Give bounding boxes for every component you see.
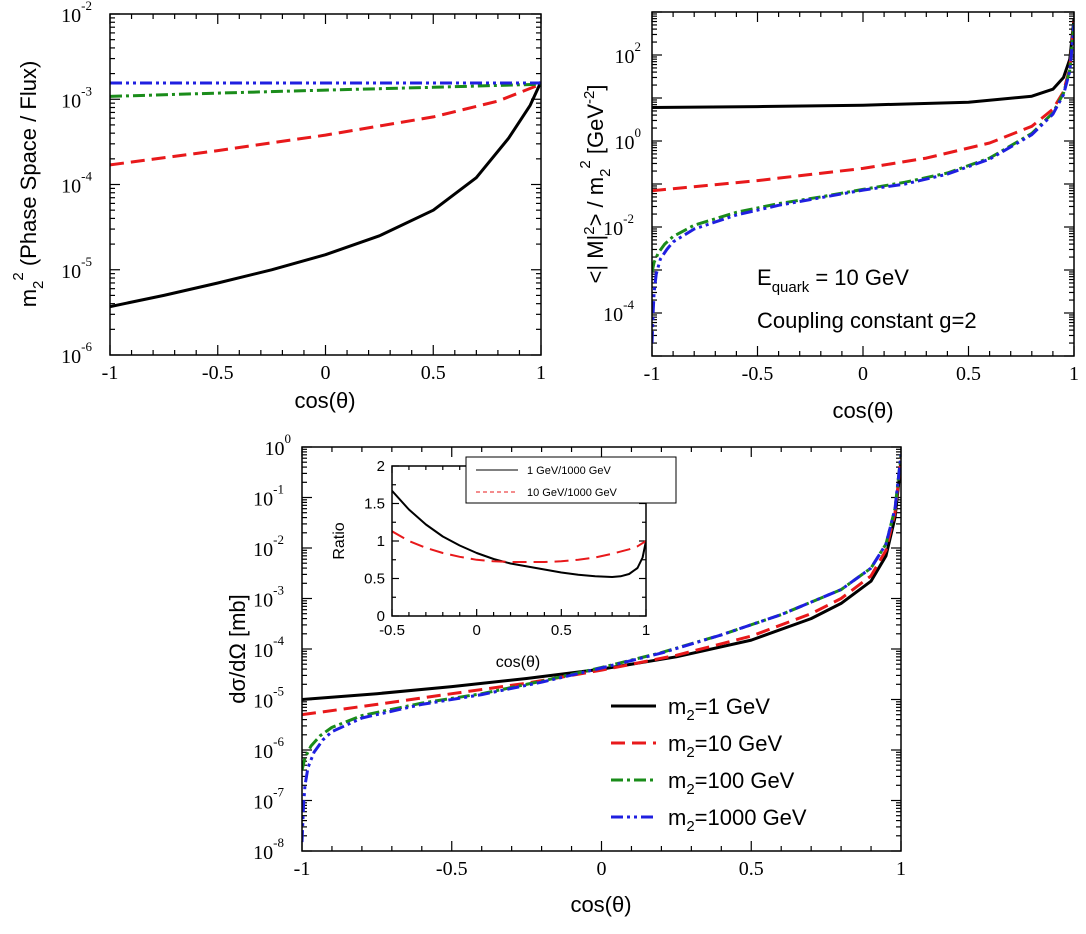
series-m2-1000 xyxy=(302,454,901,843)
panel-ratio-inset: -0.5 0 0.5 100.511.52 cos(θ) Ratio 1 GeV/10… xyxy=(331,456,677,671)
x-tick-label: 0 xyxy=(597,858,607,880)
matrix-element-frame xyxy=(651,11,1075,357)
x-tick-label: 0 xyxy=(472,622,480,639)
x-tick-label: -0.5 xyxy=(436,858,468,880)
x-tick-label: 1 xyxy=(1069,363,1079,385)
y-tick-label: 10-4 xyxy=(253,633,284,662)
legend-label-m2-1000: m2=1000 GeV xyxy=(668,805,807,835)
x-tick-label: 0.5 xyxy=(421,362,446,384)
x-tick-label: 1 xyxy=(536,362,546,384)
y-tick-label: 2 xyxy=(377,458,385,475)
y-tick-label: 10-4 xyxy=(603,297,634,326)
y-tick-label: 10-2 xyxy=(253,532,284,561)
series-m2-100 xyxy=(652,23,1074,273)
y-tick-label: 10-5 xyxy=(253,684,284,713)
legend-label-m2-100: m2=100 GeV xyxy=(668,768,795,798)
y-tick-label: 0.5 xyxy=(364,571,385,588)
x-tick-label: -0.5 xyxy=(742,363,774,385)
y-tick-label: 10-6 xyxy=(61,339,92,368)
ratio-inset-legend: 1 GeV/1000 GeV 10 GeV/1000 GeV xyxy=(465,456,677,504)
energy-annotation: Equark = 10 GeV xyxy=(757,265,909,296)
y-tick-label: 100 xyxy=(265,431,292,460)
ratio-inset-ylabel: Ratio xyxy=(331,522,348,559)
series-m2-1 xyxy=(392,490,646,578)
legend-label-m2-1: m2=1 GeV xyxy=(668,694,770,724)
series-m2-1 xyxy=(302,462,901,701)
x-tick-label: -1 xyxy=(102,362,119,384)
x-tick-label: 0 xyxy=(858,363,868,385)
y-tick-label: 10-4 xyxy=(61,169,92,198)
phase-space-frame xyxy=(109,13,542,356)
x-tick-label: 0 xyxy=(321,362,331,384)
x-tick-label: 0.5 xyxy=(956,363,981,385)
matrix-element-ticks: -1 -0.5 0 0.5 1 10-4 10-2 100 102 xyxy=(603,11,1079,385)
y-tick-label: 10-7 xyxy=(253,785,284,814)
series-m2-10 xyxy=(110,82,541,167)
y-tick-label: 0 xyxy=(377,608,385,625)
series-m2-10 xyxy=(302,458,901,717)
cross-section-frame xyxy=(301,446,902,852)
coupling-annotation: Coupling constant g=2 xyxy=(757,308,977,333)
x-tick-label: -1 xyxy=(294,858,311,880)
x-tick-label: 0.5 xyxy=(739,858,764,880)
matrix-element-curves xyxy=(652,18,1074,344)
matrix-element-xlabel: cos(θ) xyxy=(832,398,893,423)
y-tick-label: 10-5 xyxy=(61,254,92,283)
y-tick-label: 1 xyxy=(377,533,385,550)
ratio-legend-box xyxy=(465,456,677,504)
y-tick-label: 10-3 xyxy=(61,83,92,112)
series-m2-1 xyxy=(652,18,1074,109)
phase-space-ticks: -1 -0.5 0 0.5 1 10-6 10-5 10-4 10-3 10-2 xyxy=(61,0,546,384)
x-tick-label: 1 xyxy=(642,622,650,639)
ratio-legend-label: 1 GeV/1000 GeV xyxy=(527,465,611,477)
y-tick-label: 10-2 xyxy=(61,0,92,27)
cross-section-curves xyxy=(302,454,901,843)
y-tick-label: 10-1 xyxy=(253,482,284,511)
cross-section-legend: m2=1 GeV m2=10 GeV m2=100 GeV m2=1000 GeV xyxy=(611,694,807,835)
ratio-legend-label: 10 GeV/1000 GeV xyxy=(527,487,618,499)
panel-matrix-element: -1 -0.5 0 0.5 1 10-4 10-2 100 102 cos(θ) <| M|2>… xyxy=(577,11,1079,423)
series-m2-100 xyxy=(110,82,541,98)
y-tick-label: 100 xyxy=(615,125,642,154)
phase-space-ylabel: m22 (Phase Space / Flux) xyxy=(10,61,47,308)
ratio-inset-curves xyxy=(392,490,646,578)
y-tick-label: 1.5 xyxy=(364,496,385,513)
y-tick-label: 10-6 xyxy=(253,734,284,763)
phase-space-xlabel: cos(θ) xyxy=(294,388,355,413)
series-m2-1 xyxy=(110,81,541,309)
x-tick-label: -0.5 xyxy=(379,622,405,639)
y-tick-label: 10-8 xyxy=(253,835,284,864)
x-tick-label: -1 xyxy=(644,363,661,385)
y-tick-label: 102 xyxy=(615,39,642,68)
x-tick-label: -0.5 xyxy=(202,362,234,384)
cross-section-xlabel: cos(θ) xyxy=(570,892,631,917)
x-tick-label: 1 xyxy=(896,858,906,880)
panel-phase-space: -1 -0.5 0 0.5 1 10-6 10-5 10-4 10-3 10-2 cos(θ) m… xyxy=(10,0,546,413)
series-m2-1000 xyxy=(652,24,1074,344)
x-tick-label: 0.5 xyxy=(551,622,572,639)
y-tick-label: 10-2 xyxy=(603,211,634,240)
matrix-element-ylabel: <| M|2> / m22 [GeV-2] xyxy=(577,85,614,284)
y-tick-label: 10-3 xyxy=(253,583,284,612)
ratio-inset-xlabel: cos(θ) xyxy=(496,654,540,671)
phase-space-curves xyxy=(110,81,541,309)
legend-label-m2-10: m2=10 GeV xyxy=(668,731,782,761)
ratio-inset-ticks: -0.5 0 0.5 100.511.52 xyxy=(364,458,650,639)
series-m2-10 xyxy=(392,530,646,563)
panel-cross-section: -1 -0.5 0 0.5 110-810-710-610-510-410-310-21… xyxy=(225,431,906,917)
cross-section-ylabel: dσ/dΩ [mb] xyxy=(225,594,250,704)
